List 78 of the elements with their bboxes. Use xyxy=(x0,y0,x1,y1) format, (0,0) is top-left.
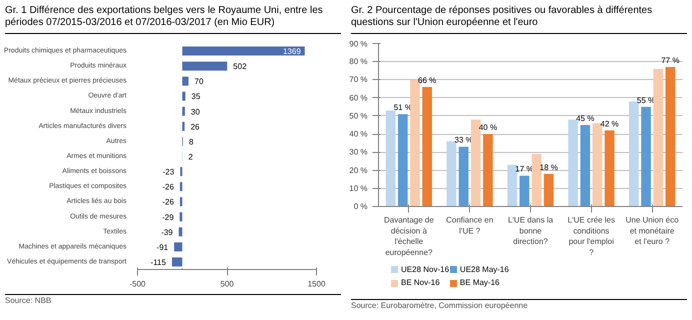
data-label: 70 xyxy=(194,77,204,86)
y-tick-label: 30 % xyxy=(349,148,368,157)
data-label: 18 % xyxy=(540,162,558,172)
data-label: 42 % xyxy=(600,119,619,128)
y-tick-label: 70 % xyxy=(349,75,368,84)
bar xyxy=(180,182,182,192)
legend-label: UE28 May-16 xyxy=(460,264,509,276)
chart-title: Gr. 2 Pourcentage de réponses positives ou favorables à différentes questions sur l'Union européenne et l'euro xyxy=(351,5,654,29)
bar xyxy=(641,106,651,206)
source-note: Source: Eurobaromètre, Commission européenne xyxy=(351,300,528,312)
bar xyxy=(410,80,420,206)
y-tick-label: 10 % xyxy=(349,184,368,193)
y-tick-label: 50 % xyxy=(349,111,368,120)
bar xyxy=(398,114,408,206)
legend-label: UE28 Nov-16 xyxy=(401,264,450,276)
bar xyxy=(446,141,456,206)
data-label: 30 xyxy=(190,107,200,116)
bar xyxy=(182,92,186,101)
data-label: 40 % xyxy=(478,123,498,132)
data-label: 2 xyxy=(188,152,194,162)
data-label: -115 xyxy=(150,258,167,267)
bar xyxy=(182,76,189,86)
source-note: Source: NBB xyxy=(5,295,52,306)
x-tick-label: -500 xyxy=(129,280,146,288)
bar xyxy=(592,123,602,206)
data-label: -39 xyxy=(161,228,174,237)
bar xyxy=(470,120,481,206)
bar xyxy=(628,101,639,206)
bar xyxy=(422,86,432,206)
x-tick-label: L'UE dans la bonne direction? xyxy=(508,216,554,246)
x-tick-label: Confiance en l'UE ? xyxy=(446,216,494,236)
data-label: 35 xyxy=(191,92,201,102)
bar xyxy=(182,106,185,116)
bar xyxy=(180,197,182,206)
bar xyxy=(532,154,542,206)
bar xyxy=(604,130,614,206)
y-tick-label: 80 % xyxy=(349,57,368,66)
bar xyxy=(507,164,518,206)
y-tick-label: 0 % xyxy=(354,202,368,211)
bar xyxy=(665,67,676,206)
data-label: 26 xyxy=(190,122,200,132)
bar xyxy=(386,110,396,206)
y-tick-label: 90 % xyxy=(349,40,368,48)
data-label: 66 % xyxy=(418,76,436,85)
bar xyxy=(174,242,182,252)
chart-title: Gr. 1 Différence des exportations belges vers le Royaume Uni, entre les périodes 07/2015-03/2016 et 07/2016-03/2017 (en Mio EUR) xyxy=(5,5,324,29)
legend-label: BE May-16 xyxy=(460,277,500,289)
data-label: 45 % xyxy=(576,114,594,123)
data-label: 502 xyxy=(233,62,248,72)
x-tick-label: 1500 xyxy=(308,280,326,288)
y-tick-label: 40 % xyxy=(349,130,368,139)
bar xyxy=(172,257,182,266)
bar xyxy=(544,174,554,206)
data-label: -26 xyxy=(162,182,174,192)
bar xyxy=(568,120,578,206)
data-label: -23 xyxy=(162,168,175,177)
x-tick-label: Davantage de décision à l'échelle européenne? xyxy=(384,216,434,257)
bar xyxy=(182,46,305,56)
legend-label: BE Nov-16 xyxy=(401,277,440,289)
bar xyxy=(653,68,664,206)
data-label: -29 xyxy=(162,212,174,222)
bar xyxy=(178,227,182,236)
x-tick-label: L'UE crée les conditions pour l'emploi ? xyxy=(568,216,615,257)
bar xyxy=(520,176,530,206)
bar xyxy=(182,62,228,71)
data-label: -26 xyxy=(162,198,174,207)
data-label: 77 % xyxy=(661,56,680,66)
bar xyxy=(580,125,590,206)
x-tick-label: 500 xyxy=(220,280,234,288)
y-tick-label: 20 % xyxy=(349,166,368,175)
bar xyxy=(458,146,468,206)
y-tick-label: 60 % xyxy=(349,93,368,102)
bar xyxy=(483,134,493,206)
bar xyxy=(180,212,182,222)
data-label: 1369 xyxy=(282,47,302,56)
data-label: 8 xyxy=(188,137,194,146)
data-label: -91 xyxy=(156,242,169,252)
x-tick-label: Une Union éco et monétaire et l'euro ? xyxy=(626,216,680,246)
